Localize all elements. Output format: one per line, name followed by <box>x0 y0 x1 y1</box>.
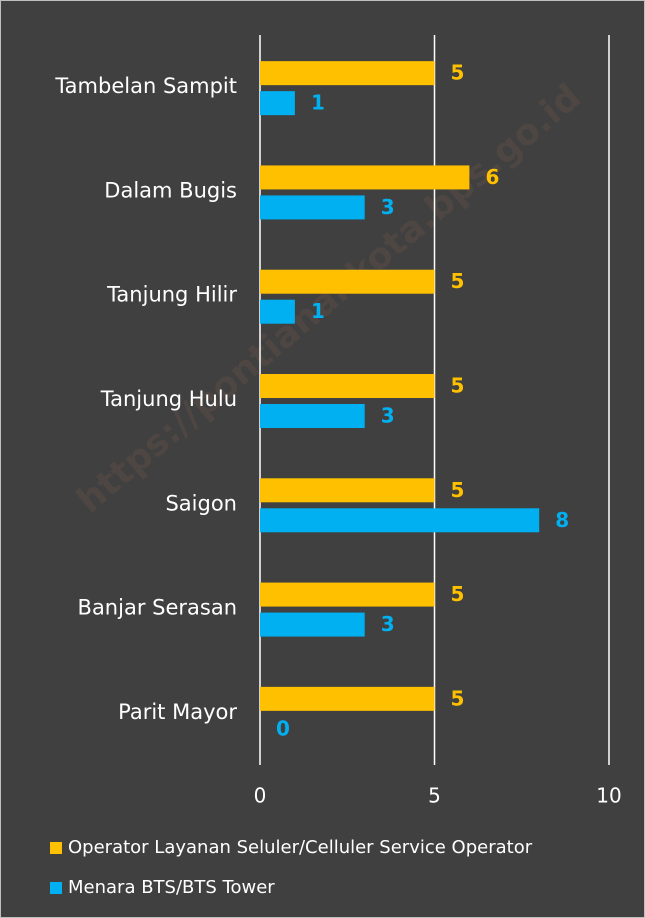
data-label: 0 <box>276 716 290 740</box>
bar <box>260 299 295 324</box>
data-label: 5 <box>451 61 465 85</box>
data-label: 5 <box>451 582 465 606</box>
bar <box>260 404 365 428</box>
legend-swatch <box>50 842 62 854</box>
data-label: 3 <box>381 404 395 428</box>
bar <box>260 508 540 533</box>
y-tick-label: Saigon <box>165 491 237 515</box>
legend-swatch <box>50 882 62 894</box>
x-tick-label: 10 <box>596 784 621 808</box>
bar <box>260 478 435 503</box>
bar <box>260 91 295 116</box>
data-label: 1 <box>311 299 325 323</box>
bar <box>260 269 435 294</box>
y-tick-label: Tambelan Sampit <box>54 74 237 98</box>
y-tick-label: Parit Mayor <box>118 700 237 724</box>
y-tick-label: Dalam Bugis <box>104 178 237 202</box>
data-label: 3 <box>381 195 395 219</box>
data-label: 5 <box>451 686 465 710</box>
x-tick-label: 0 <box>254 784 267 808</box>
data-label: 5 <box>451 374 465 398</box>
data-label: 5 <box>451 269 465 293</box>
data-label: 8 <box>555 508 569 532</box>
bar <box>260 582 435 607</box>
bar <box>260 195 365 220</box>
y-tick-label: Tanjung Hulu <box>100 387 237 411</box>
data-label: 6 <box>485 165 499 189</box>
bar <box>260 165 470 190</box>
data-label: 3 <box>381 612 395 636</box>
y-tick-label: Tanjung Hilir <box>106 283 237 307</box>
bar <box>260 612 365 637</box>
bar <box>260 61 435 86</box>
data-label: 5 <box>451 478 465 502</box>
legend-label: Operator Layanan Seluler/Celluler Servic… <box>68 837 533 858</box>
y-tick-label: Banjar Serasan <box>78 596 237 620</box>
data-label: 1 <box>311 91 325 115</box>
x-tick-label: 5 <box>428 784 441 808</box>
bar <box>260 686 435 711</box>
bar <box>260 374 435 398</box>
legend-label: Menara BTS/BTS Tower <box>68 877 275 898</box>
